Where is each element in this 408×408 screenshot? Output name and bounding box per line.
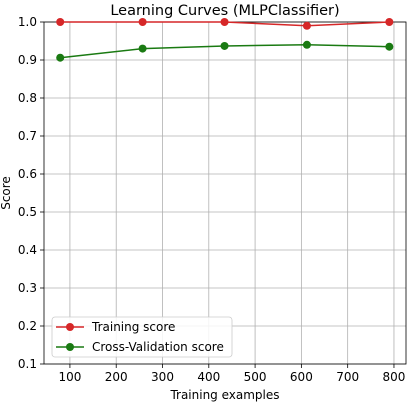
x-tick-label: 100 [58, 370, 81, 384]
series-1-point [56, 53, 65, 62]
legend: Training score Cross-Validation score [51, 316, 233, 358]
series-0-point [302, 21, 311, 30]
y-tick-label: 0.3 [18, 281, 37, 295]
y-tick-label: 0.9 [18, 53, 37, 67]
y-tick-label: 1.0 [18, 15, 37, 29]
legend-marker-0 [66, 323, 74, 331]
series-0-point [138, 18, 147, 26]
y-tick-label: 0.5 [18, 205, 37, 219]
y-axis-label: Score [0, 176, 13, 210]
grid-lines [44, 21, 406, 365]
y-axis-ticks: 0.1 0.2 0.3 0.4 0.5 0.6 0.7 0.8 0.9 1.0 [18, 15, 44, 371]
series-0-point [220, 18, 229, 26]
series-1-point [220, 41, 229, 50]
y-tick-label: 0.4 [18, 243, 37, 257]
series-1-point [138, 44, 147, 53]
series-0-point [56, 18, 65, 26]
series-0-point [385, 18, 394, 26]
x-axis-label: Training examples [169, 388, 279, 402]
legend-marker-1 [66, 343, 74, 351]
series-lines [56, 18, 394, 62]
x-tick-label: 400 [197, 370, 220, 384]
x-tick-label: 600 [290, 370, 313, 384]
x-tick-label: 800 [383, 370, 406, 384]
x-tick-label: 500 [244, 370, 267, 384]
x-tick-label: 700 [336, 370, 359, 384]
series-1-point [385, 42, 394, 51]
y-tick-label: 0.1 [18, 357, 37, 371]
legend-label-0: Training score [91, 320, 175, 334]
y-tick-label: 0.2 [18, 319, 37, 333]
x-axis-ticks: 100 200 300 400 500 600 700 800 [58, 364, 405, 384]
series-1-point [302, 40, 311, 49]
x-tick-label: 300 [151, 370, 174, 384]
x-tick-label: 200 [105, 370, 128, 384]
plot-area-frame [43, 21, 407, 365]
y-tick-label: 0.7 [18, 129, 37, 143]
legend-box [51, 316, 233, 358]
y-tick-label: 0.6 [18, 167, 37, 181]
chart-title: Learning Curves (MLPClassifier) [110, 3, 339, 19]
legend-label-1: Cross-Validation score [92, 340, 224, 354]
y-tick-label: 0.8 [18, 91, 37, 105]
